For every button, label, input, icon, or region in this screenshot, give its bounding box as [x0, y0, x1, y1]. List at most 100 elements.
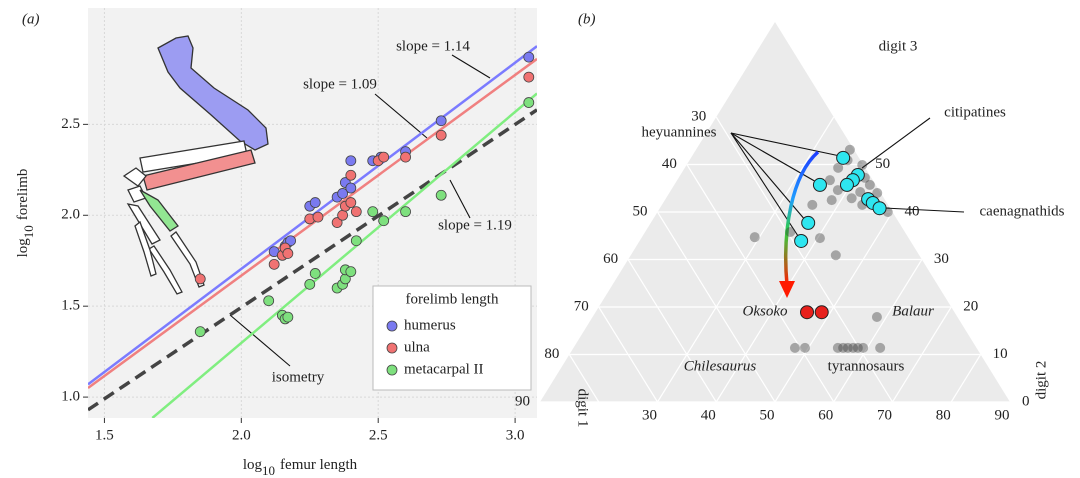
- tick-label: 10: [993, 346, 1008, 362]
- data-point: [263, 295, 275, 307]
- data-point: [268, 258, 280, 270]
- data-point: [824, 175, 835, 186]
- y-axis-label-text: forelimb: [15, 169, 31, 221]
- x-tick-label: 2.0: [232, 427, 251, 443]
- annotation: citipatines: [944, 104, 1006, 120]
- tick-label: 70: [877, 407, 892, 423]
- tick-label: 40: [701, 407, 716, 423]
- trend-arrow: [784, 150, 820, 286]
- fit-line: [88, 108, 537, 412]
- data-point: [523, 51, 535, 63]
- data-point: [872, 201, 887, 216]
- data-point: [807, 199, 818, 210]
- data-point: [345, 266, 357, 278]
- tick-label: 60: [603, 251, 618, 267]
- data-point: [864, 179, 875, 190]
- data-point: [830, 250, 841, 261]
- data-point: [285, 235, 296, 247]
- tick-label: 80: [544, 346, 559, 362]
- data-point: [799, 342, 810, 353]
- data-point: [523, 97, 535, 108]
- data-point: [749, 232, 760, 243]
- data-point: [345, 197, 357, 208]
- x-tick-label: 3.0: [506, 427, 525, 443]
- legend-box: [372, 285, 532, 391]
- data-point: [309, 197, 321, 208]
- data-point: [435, 115, 447, 127]
- x-axis-label-prefix: log: [243, 457, 263, 473]
- y-tick-label: 2.0: [61, 207, 80, 223]
- data-point: [785, 226, 796, 237]
- tick-label: 90: [995, 407, 1010, 423]
- annotation-leader: [451, 54, 491, 79]
- data-point: [350, 206, 362, 218]
- data-point: [842, 342, 853, 353]
- data-point: [345, 169, 357, 181]
- legend: humerus ulna metacarpal II forelimb length: [386, 291, 499, 377]
- annotation: tyrannosaurs: [828, 358, 905, 374]
- tick-label: 20: [963, 298, 978, 314]
- legend-title: forelimb length: [406, 291, 499, 307]
- data-point: [844, 144, 855, 155]
- fit-line: [151, 92, 537, 418]
- data-point: [875, 342, 886, 353]
- tick-label: 40: [662, 156, 677, 172]
- annotation: heyuannines: [642, 124, 717, 140]
- panel-label: (a): [22, 11, 40, 27]
- tick-label: 30: [934, 251, 949, 267]
- data-point: [814, 305, 829, 320]
- data-point: [350, 235, 362, 247]
- data-point: [872, 188, 883, 198]
- tick-label: 50: [633, 203, 648, 219]
- tick-label: 50: [760, 407, 775, 423]
- legend-marker: [386, 364, 398, 376]
- fit-label: slope = 1.09: [303, 76, 377, 92]
- annotation-leader: [229, 314, 291, 367]
- trend-arrowhead: [779, 281, 795, 298]
- forelimb-illustration: [122, 35, 269, 295]
- fit-label: slope = 1.19: [438, 217, 512, 233]
- y-axis-label: log10 forelimb: [15, 169, 36, 258]
- axis-title: digit 3: [879, 38, 918, 54]
- x-axis-label: log10 femur length: [243, 457, 358, 478]
- data-point: [312, 211, 324, 223]
- legend-marker: [386, 320, 398, 332]
- data-point: [794, 233, 809, 248]
- legend-label: humerus: [404, 317, 456, 333]
- tick-label: 30: [691, 108, 706, 124]
- y-axis-label-subscript: 10: [21, 225, 36, 238]
- data-point: [400, 151, 411, 163]
- y-tick-label: 2.5: [61, 116, 80, 132]
- data-point: [814, 233, 825, 244]
- tick-label: 60: [818, 407, 833, 423]
- data-point: [846, 193, 857, 204]
- data-point: [194, 273, 206, 285]
- tick-label: 70: [574, 298, 589, 314]
- data-point: [801, 215, 816, 230]
- data-point: [378, 215, 390, 227]
- data-point: [345, 182, 357, 194]
- grid-line: [627, 259, 717, 403]
- data-point: [282, 311, 294, 323]
- grid-line: [833, 259, 923, 403]
- y-axis-label-prefix: log: [15, 238, 31, 258]
- fit-label: slope = 1.14: [396, 38, 470, 54]
- data-point: [789, 342, 800, 353]
- data-point: [337, 188, 349, 199]
- data-point: [848, 342, 859, 353]
- tick-label: 90: [515, 393, 530, 409]
- x-axis-label-subscript: 10: [262, 463, 275, 478]
- axis-title: digit 2: [1033, 361, 1049, 400]
- data-point: [838, 342, 849, 353]
- tick-label: 80: [936, 407, 951, 423]
- panel-label: (b): [578, 11, 596, 27]
- data-point: [800, 305, 815, 320]
- annotation: Oksoko: [743, 303, 788, 319]
- tick-label: 30: [642, 407, 657, 423]
- y-tick-label: 1.0: [61, 389, 80, 405]
- grid-line: [568, 354, 600, 403]
- data-point: [858, 342, 869, 353]
- tick-label: 50: [875, 156, 890, 172]
- x-tick-label: 2.5: [369, 427, 388, 443]
